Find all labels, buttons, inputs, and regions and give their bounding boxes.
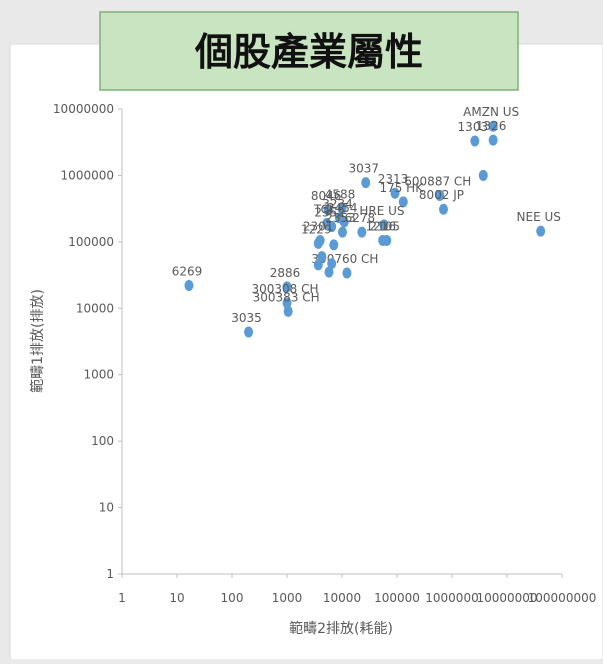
point xyxy=(357,226,367,238)
x-axis-label: 範疇2排放(耗能) xyxy=(289,620,393,637)
point xyxy=(382,234,392,246)
point-label: 2886 xyxy=(270,266,301,280)
point-label: 2105 xyxy=(369,219,400,233)
x-tick-label: 100 xyxy=(221,591,244,605)
point-label: TCL xyxy=(313,202,336,216)
point xyxy=(324,266,334,278)
y-tick-label: 100000 xyxy=(68,235,114,249)
point-label: 1216 xyxy=(365,219,396,233)
x-tick-label: 100000000 xyxy=(528,591,597,605)
point-label: 3234 xyxy=(322,197,353,211)
point-label: HRE US xyxy=(359,204,404,218)
point xyxy=(329,239,339,251)
point xyxy=(327,258,337,270)
x-tick-label: 1000 xyxy=(272,591,303,605)
x-tick-label: 10000000 xyxy=(476,591,537,605)
point-label: 2313 xyxy=(378,172,409,186)
point xyxy=(323,204,333,216)
y-tick-label: 10 xyxy=(99,501,114,515)
point-label: 4588 xyxy=(325,187,356,201)
point xyxy=(361,177,371,189)
chart-panel xyxy=(9,43,603,661)
point-label: NEE US xyxy=(517,210,561,224)
point xyxy=(313,237,323,249)
point xyxy=(282,281,292,293)
point-label: AMZN US xyxy=(463,105,519,119)
chart-title: 個股產業屬性 xyxy=(194,30,423,74)
x-tick-label: 1 xyxy=(118,591,126,605)
point xyxy=(536,225,546,237)
y-axis-label: 範疇1排放(排放) xyxy=(29,289,46,393)
point xyxy=(379,219,389,231)
point-label: 2454 xyxy=(327,201,358,215)
point-label: 6278 xyxy=(345,211,376,225)
point xyxy=(337,202,347,214)
x-tick-label: 1000000 xyxy=(425,591,478,605)
point-label: 2353 xyxy=(325,211,356,225)
point-label: 3035 xyxy=(231,311,262,325)
point xyxy=(488,120,498,132)
point xyxy=(339,216,349,228)
y-tick-label: 10000 xyxy=(76,301,114,315)
point-label: 6269 xyxy=(172,265,203,279)
x-tick-label: 10000 xyxy=(323,591,361,605)
point xyxy=(283,305,293,317)
point xyxy=(478,169,488,181)
y-tick-label: 1 xyxy=(106,567,114,581)
point xyxy=(337,226,347,238)
point-label: 300308 CH xyxy=(251,282,318,296)
point-label: 1229 xyxy=(301,222,332,236)
point-label: 1326 xyxy=(476,119,507,133)
title-box xyxy=(99,11,519,91)
point xyxy=(184,280,194,292)
point xyxy=(398,196,408,208)
y-tick-label: 1000000 xyxy=(61,168,114,182)
point xyxy=(488,134,498,146)
point-label: 8046 xyxy=(311,189,342,203)
x-tick-label: 100000 xyxy=(374,591,420,605)
point-label: 1303 xyxy=(458,120,489,134)
point xyxy=(438,203,448,215)
x-tick-label: 10 xyxy=(169,591,184,605)
point xyxy=(317,251,327,263)
y-tick-label: 10000000 xyxy=(53,102,114,116)
point-label: 175 HK xyxy=(379,181,424,195)
y-tick-label: 100 xyxy=(91,434,114,448)
point-label: 300383 CH xyxy=(253,290,320,304)
point-label: 600887 CH xyxy=(404,174,471,188)
point xyxy=(244,326,254,338)
point-label: 2352 xyxy=(314,206,345,220)
point xyxy=(342,267,352,279)
point-label: 2301 xyxy=(303,219,334,233)
point xyxy=(313,259,323,271)
point xyxy=(390,187,400,199)
point xyxy=(282,297,292,309)
point xyxy=(327,221,337,233)
y-tick-label: 1000 xyxy=(83,368,114,382)
point xyxy=(470,135,480,147)
point-label: 8002 JP xyxy=(419,188,464,202)
point xyxy=(435,189,445,201)
point-label: 3037 xyxy=(348,162,379,176)
